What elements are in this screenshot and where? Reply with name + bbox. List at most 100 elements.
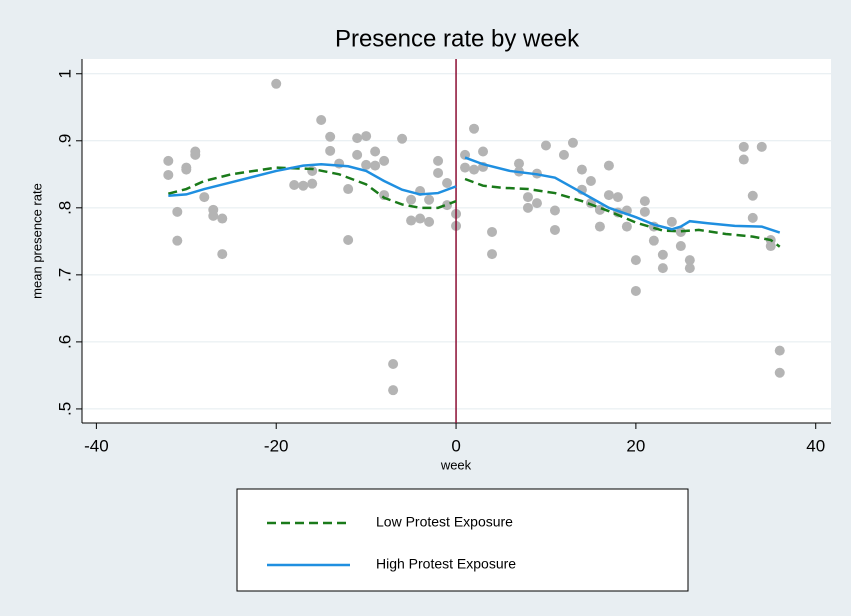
scatter-point [487, 249, 498, 260]
scatter-point [639, 196, 650, 207]
scatter-point [415, 213, 426, 224]
scatter-point [307, 178, 318, 189]
scatter-point [765, 241, 776, 252]
scatter-point [361, 159, 372, 170]
x-tick-label: -40 [84, 436, 109, 455]
scatter-point [343, 234, 354, 245]
scatter-point [531, 198, 542, 209]
scatter-point [469, 123, 480, 134]
scatter-point [630, 285, 641, 296]
scatter-point [594, 204, 605, 215]
scatter-point [406, 215, 417, 226]
y-tick-label: .5 [55, 402, 74, 416]
scatter-point [549, 205, 560, 216]
scatter-point [540, 140, 551, 151]
scatter-point [289, 180, 300, 191]
scatter-point [738, 141, 749, 152]
scatter-point [576, 164, 587, 175]
scatter-point [271, 78, 282, 89]
y-axis-label: mean presence rate [29, 183, 44, 299]
x-tick-label: 0 [451, 436, 460, 455]
scatter-point [388, 359, 399, 370]
y-tick-label: .8 [55, 201, 74, 215]
x-tick-label: 20 [626, 436, 645, 455]
x-tick-label: 40 [806, 436, 825, 455]
scatter-point [379, 155, 390, 166]
scatter-point [163, 155, 174, 166]
scatter-point [756, 141, 767, 152]
scatter-point [307, 165, 318, 176]
scatter-point [774, 367, 785, 378]
scatter-point [567, 137, 578, 148]
scatter-point [684, 255, 695, 266]
scatter-point [298, 180, 309, 191]
y-tick-label: .6 [55, 335, 74, 349]
scatter-point [217, 249, 228, 260]
scatter-point [424, 216, 435, 227]
scatter-point [747, 190, 758, 201]
scatter-point [352, 149, 363, 160]
series-line [168, 166, 781, 248]
scatter-point [639, 206, 650, 217]
scatter-point [325, 131, 336, 142]
scatter-point [630, 255, 641, 266]
scatter-point [738, 154, 749, 165]
scatter-point [388, 385, 399, 396]
scatter-point [747, 212, 758, 223]
scatter-point [657, 263, 668, 274]
y-tick-label: .7 [55, 268, 74, 282]
series-line [168, 156, 781, 234]
scatter-point [558, 149, 569, 160]
scatter-point [684, 263, 695, 274]
scatter-point [666, 216, 677, 227]
scatter-point [190, 149, 201, 160]
scatter-point [370, 146, 381, 157]
chart-title: Presence rate by week [335, 25, 580, 52]
x-tick-label: -20 [264, 436, 289, 455]
scatter-point [172, 235, 183, 246]
scatter-point [424, 194, 435, 205]
legend [236, 488, 689, 592]
scatter-point [549, 224, 560, 235]
scatter-point [469, 164, 480, 175]
scatter-point [217, 213, 228, 224]
scatter-point [163, 169, 174, 180]
x-axis-label: week [440, 457, 472, 472]
scatter-point [442, 178, 453, 189]
scatter-point [325, 145, 336, 156]
y-tick-label: .9 [55, 134, 74, 148]
scatter-point [513, 158, 524, 169]
scatter-point [460, 162, 471, 173]
scatter-point [478, 146, 489, 157]
y-tick-label: 1 [55, 69, 74, 78]
scatter-point [612, 192, 623, 203]
scatter-point [603, 160, 614, 171]
scatter-point [397, 133, 408, 144]
scatter-point [522, 202, 533, 213]
scatter-point [522, 192, 533, 203]
scatter-point [361, 131, 372, 142]
scatter-point [181, 164, 192, 175]
legend-label: Low Protest Exposure [376, 514, 513, 530]
scatter-point [675, 226, 686, 237]
scatter-point [343, 184, 354, 195]
scatter-point [675, 241, 686, 252]
scatter-point [585, 176, 596, 187]
scatter-point [199, 192, 210, 203]
scatter-point [433, 155, 444, 166]
scatter-point [657, 249, 668, 260]
scatter-point [433, 167, 444, 178]
scatter-point [774, 345, 785, 356]
scatter-point [648, 235, 659, 246]
scatter-point [316, 115, 327, 126]
scatter-point [406, 194, 417, 205]
scatter-point [594, 221, 605, 232]
scatter-point [621, 221, 632, 232]
scatter-point [603, 190, 614, 201]
scatter-point [352, 133, 363, 144]
scatter-point [370, 160, 381, 171]
legend-label: High Protest Exposure [376, 556, 516, 572]
scatter-point [208, 210, 219, 221]
scatter-point [487, 226, 498, 237]
